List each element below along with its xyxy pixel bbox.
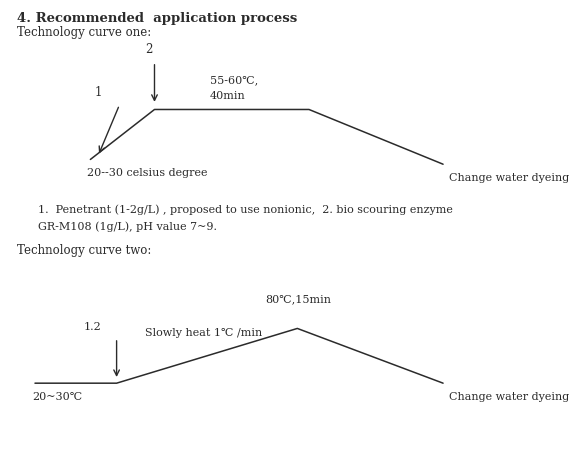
Text: 20--30 celsius degree: 20--30 celsius degree [87,168,208,178]
Text: 40min: 40min [210,91,245,101]
Text: 80℃,15min: 80℃,15min [265,295,331,305]
Text: GR-M108 (1g/L), pH value 7~9.: GR-M108 (1g/L), pH value 7~9. [38,221,217,232]
Text: Change water dyeing: Change water dyeing [449,392,569,402]
Text: Change water dyeing: Change water dyeing [449,173,569,183]
Text: 1.2: 1.2 [83,322,101,332]
Text: 1: 1 [94,86,101,99]
Text: Technology curve one:: Technology curve one: [17,26,152,39]
Text: 1.  Penetrant (1-2g/L) , proposed to use nonionic,  2. bio scouring enzyme: 1. Penetrant (1-2g/L) , proposed to use … [38,205,453,215]
Text: 20~30℃: 20~30℃ [32,392,82,402]
Text: Technology curve two:: Technology curve two: [17,244,152,257]
Text: 2: 2 [146,43,153,56]
Text: Slowly heat 1℃ /min: Slowly heat 1℃ /min [145,328,262,338]
Text: 55-60℃,: 55-60℃, [210,76,258,86]
Text: 4. Recommended  application process: 4. Recommended application process [17,12,298,25]
